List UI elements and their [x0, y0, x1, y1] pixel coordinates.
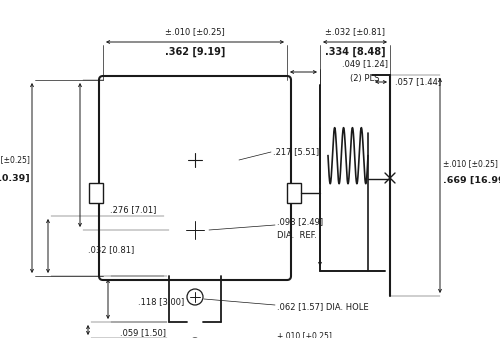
- Text: (2) PLS: (2) PLS: [350, 74, 380, 83]
- Text: .276 [7.01]: .276 [7.01]: [110, 206, 156, 215]
- Text: ±.010 [±0.25]: ±.010 [±0.25]: [443, 160, 498, 169]
- Text: .059 [1.50]: .059 [1.50]: [120, 329, 166, 338]
- Text: ±.032 [±0.81]: ±.032 [±0.81]: [325, 27, 385, 37]
- Bar: [89, 183, 103, 203]
- Text: ±.010 [±0.25]: ±.010 [±0.25]: [0, 155, 30, 165]
- Text: .032 [0.81]: .032 [0.81]: [88, 245, 134, 255]
- Text: DIA.  REF.: DIA. REF.: [277, 232, 317, 241]
- Text: ±.010 [±0.25]: ±.010 [±0.25]: [165, 27, 225, 37]
- Text: .098 [2.49]: .098 [2.49]: [277, 217, 323, 226]
- Text: +.010 [+0.25]: +.010 [+0.25]: [277, 332, 332, 338]
- Text: .057 [1.44]: .057 [1.44]: [395, 77, 441, 87]
- Bar: [287, 183, 301, 203]
- Text: .334 [8.48]: .334 [8.48]: [324, 47, 386, 57]
- Text: .049 [1.24]: .049 [1.24]: [342, 59, 388, 69]
- Text: .217 [5.51]: .217 [5.51]: [273, 147, 319, 156]
- Text: .118 [3.00]: .118 [3.00]: [138, 297, 184, 307]
- Text: .409 [10.39]: .409 [10.39]: [0, 173, 30, 183]
- Text: .362 [9.19]: .362 [9.19]: [165, 47, 225, 57]
- FancyBboxPatch shape: [99, 76, 291, 280]
- Text: .062 [1.57] DIA. HOLE: .062 [1.57] DIA. HOLE: [277, 303, 368, 312]
- Text: .669 [16.99]: .669 [16.99]: [443, 175, 500, 185]
